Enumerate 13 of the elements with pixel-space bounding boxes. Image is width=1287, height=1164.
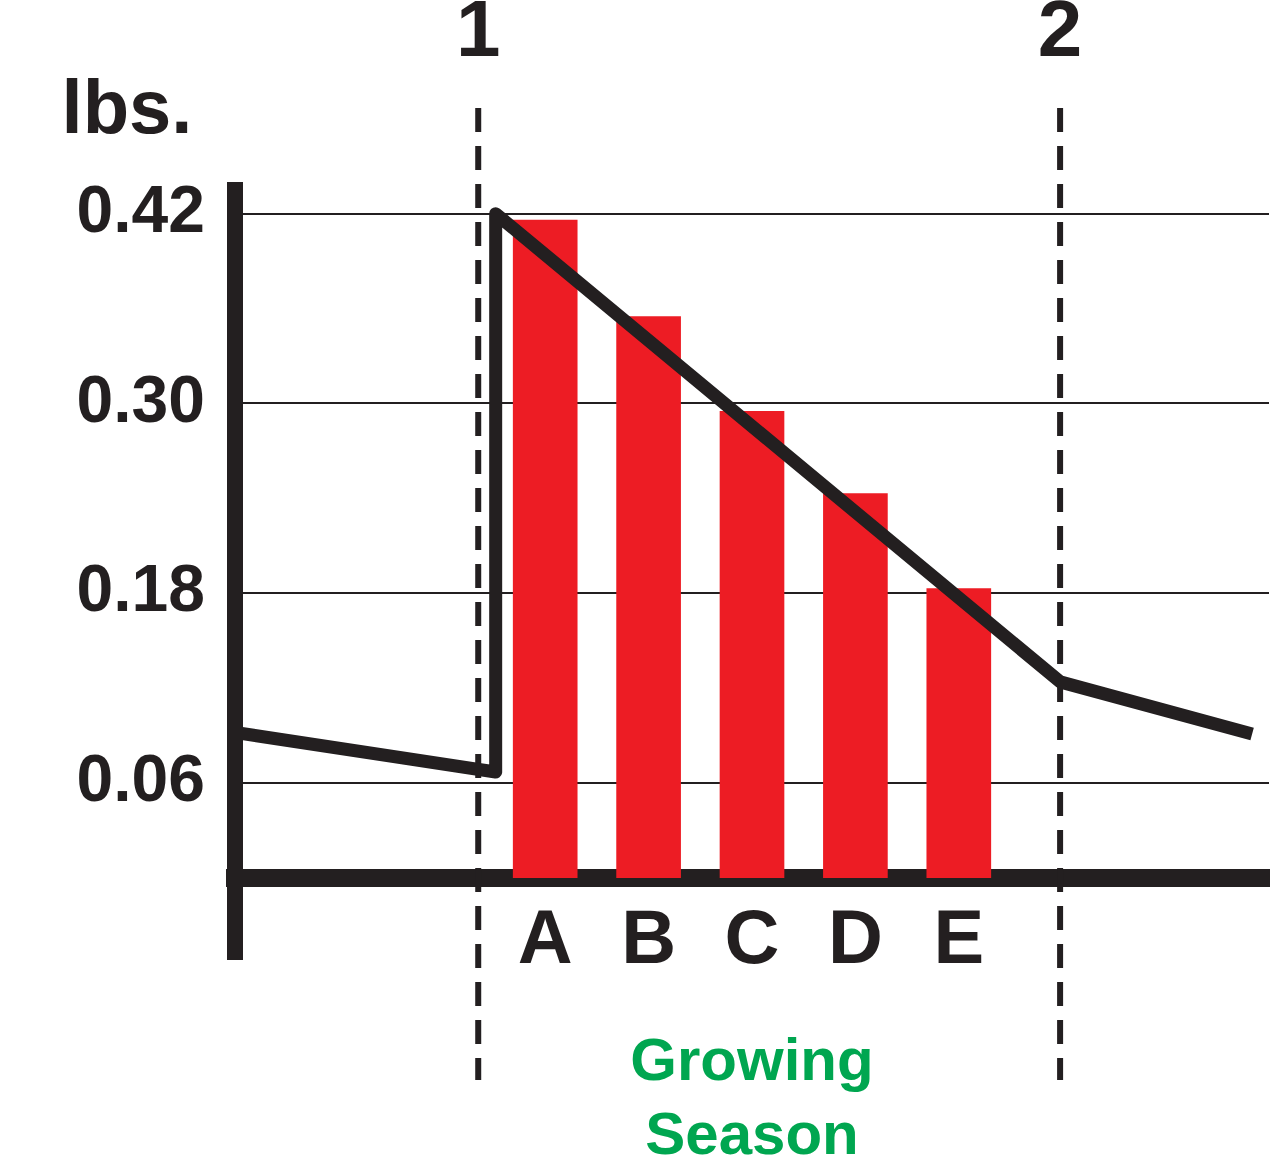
x-tick-label: B <box>621 893 677 979</box>
x2-tick-label: 1 <box>455 0 501 74</box>
y-tick-label: 0.30 <box>76 361 205 436</box>
y-tick-label: 0.06 <box>76 741 205 816</box>
x-tick-label: D <box>827 893 883 979</box>
x-tick-label: E <box>933 893 985 979</box>
y-tick-label: 0.42 <box>76 171 205 246</box>
x-tick-label: A <box>517 893 573 979</box>
x2-tick-label: 2 <box>1037 0 1083 74</box>
y-tick-label: 0.18 <box>76 551 205 626</box>
x-tick-label: C <box>724 893 780 979</box>
y-axis-title: lbs. <box>61 64 193 149</box>
x-axis-title: Growing Season <box>630 1026 874 1164</box>
